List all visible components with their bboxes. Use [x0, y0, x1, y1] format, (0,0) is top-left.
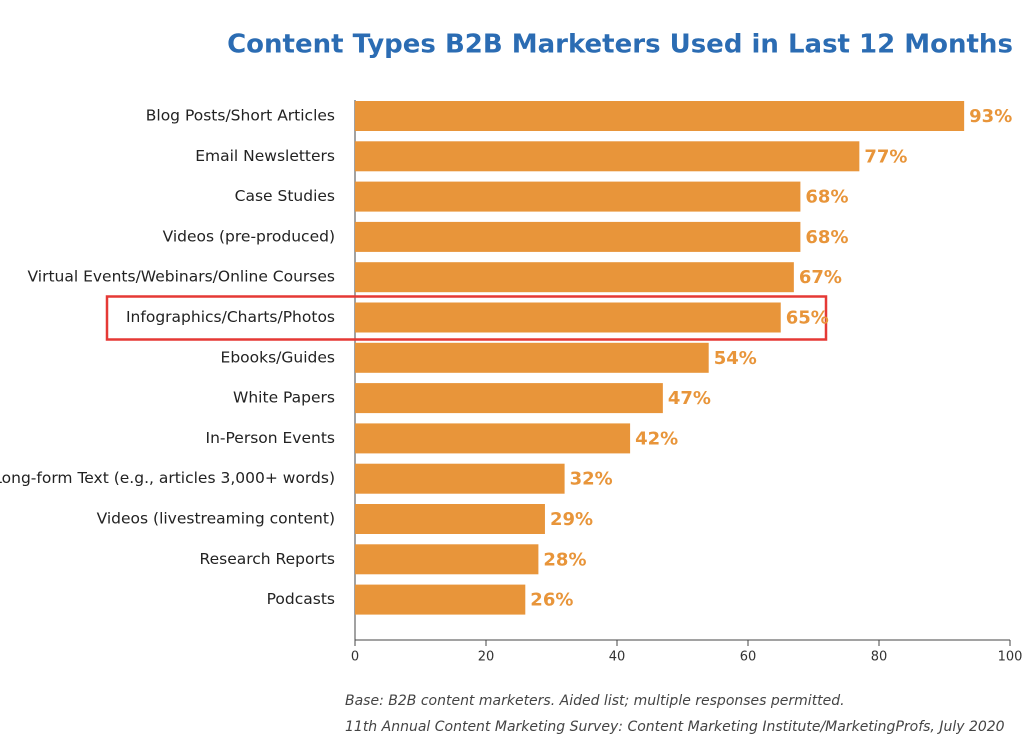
category-label: Virtual Events/Webinars/Online Courses: [28, 268, 335, 286]
bar: [355, 181, 801, 212]
bar: [355, 141, 860, 172]
category-label: Case Studies: [235, 187, 335, 205]
chart-title: Content Types B2B Marketers Used in Last…: [227, 30, 1013, 60]
category-label: Infographics/Charts/Photos: [126, 308, 335, 326]
category-label: Ebooks/Guides: [221, 348, 335, 366]
category-label: White Papers: [233, 389, 335, 407]
bar: [355, 504, 545, 534]
footnote: Base: B2B content marketers. Aided list;…: [345, 693, 845, 709]
value-label: 26%: [530, 590, 573, 611]
category-label: Research Reports: [200, 550, 335, 568]
x-tick-label: 100: [998, 650, 1023, 665]
x-tick-label: 80: [871, 650, 888, 665]
value-label: 77%: [864, 146, 907, 167]
x-tick-label: 20: [478, 650, 495, 665]
value-label: 32%: [570, 469, 613, 490]
highlight-box: [105, 295, 828, 341]
value-label: 67%: [799, 267, 842, 288]
value-label: 47%: [668, 388, 711, 409]
value-label: 29%: [550, 509, 593, 530]
x-tick-label: 40: [609, 650, 626, 665]
category-label: Videos (livestreaming content): [97, 510, 335, 528]
bar: [355, 383, 663, 414]
value-label: 68%: [805, 187, 848, 208]
bar: [355, 262, 794, 293]
value-label: 54%: [714, 348, 757, 369]
bar: [355, 544, 539, 575]
bar: [355, 463, 565, 494]
category-label: In-Person Events: [206, 429, 335, 447]
bar: [355, 302, 781, 333]
value-label: 28%: [543, 549, 586, 570]
x-tick-label: 0: [351, 650, 359, 665]
value-label: 42%: [635, 428, 678, 449]
category-label: Email Newsletters: [195, 147, 335, 165]
footnote: 11th Annual Content Marketing Survey: Co…: [345, 719, 1005, 735]
bar: [355, 423, 631, 454]
bar: [355, 342, 709, 373]
category-label: Long-form Text (e.g., articles 3,000+ wo…: [0, 469, 335, 487]
x-tick-label: 60: [740, 650, 757, 665]
bar: [355, 584, 526, 615]
bar: [355, 101, 965, 131]
category-label: Podcasts: [267, 590, 335, 608]
bar: [355, 221, 801, 252]
value-label: 65%: [786, 308, 829, 329]
category-label: Blog Posts/Short Articles: [146, 107, 335, 125]
value-label: 68%: [805, 227, 848, 248]
value-label: 93%: [969, 106, 1012, 127]
category-label: Videos (pre-produced): [163, 227, 335, 245]
